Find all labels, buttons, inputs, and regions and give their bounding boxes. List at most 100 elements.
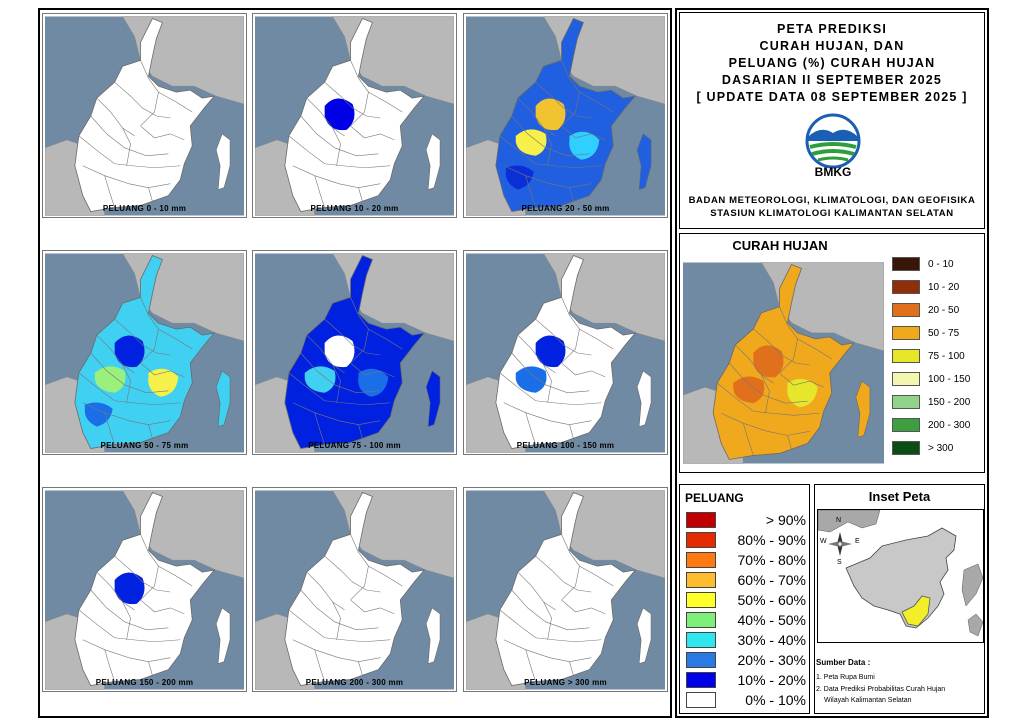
legend-entry: 80% - 90% (686, 529, 806, 551)
panel-map (45, 253, 244, 453)
probability-area (304, 366, 336, 393)
panel-caption: PELUANG 20 - 50 mm (521, 204, 610, 213)
probability-area (114, 335, 145, 368)
inset-map: N S W E (817, 509, 984, 643)
panel-map (466, 253, 665, 453)
probability-area (324, 335, 355, 368)
compass-e: E (855, 538, 860, 545)
probability-area (535, 335, 566, 368)
compass-n: N (836, 517, 842, 524)
legend-swatch (686, 552, 716, 568)
legend-label: 70% - 80% (737, 552, 806, 568)
legend-label: 20% - 30% (737, 652, 806, 668)
source-line-1: 1. Peta Rupa Bumi (816, 674, 875, 681)
inset-title: Inset Peta (868, 489, 931, 504)
curah-hujan-map-svg (682, 262, 885, 464)
legend-swatch (892, 349, 920, 363)
legend-label: 80% - 90% (737, 532, 806, 548)
legend-entry: > 90% (686, 509, 806, 531)
inset-block: Inset Peta N S W E Sumber Data : 1. Peta… (814, 484, 985, 714)
legend-label: 10 - 20 (928, 281, 960, 293)
legend-entry: 75 - 100 (892, 346, 965, 366)
legend-entry: 20 - 50 (892, 300, 959, 320)
source-line-2: 2. Data Prediksi Probabilitas Curah Huja… (816, 686, 946, 693)
source-line-3: Wilayah Kalimantan Selatan (824, 697, 912, 704)
peluang-title: PELUANG (685, 491, 744, 505)
legend-label: 0 - 10 (928, 258, 954, 270)
map-panels-frame (38, 8, 672, 718)
probability-area (324, 98, 355, 131)
map-panel: PELUANG 20 - 50 mm (463, 13, 668, 218)
curah-hujan-legend: 0 - 10 10 - 20 20 - 50 50 - 75 75 - 100 100 -… (892, 254, 982, 464)
panel-map (255, 253, 454, 453)
legend-swatch (892, 372, 920, 386)
probability-area (515, 366, 547, 393)
legend-label: 100 - 150 (928, 373, 971, 385)
probability-area (569, 131, 600, 160)
legend-label: 60% - 70% (737, 572, 806, 588)
title-line-2: CURAH HUJAN, DAN (759, 39, 905, 53)
compass-w: W (820, 538, 827, 545)
probability-area (535, 98, 566, 131)
legend-swatch (892, 257, 920, 271)
title-line-4: DASARIAN II SEPTEMBER 2025 (721, 73, 943, 87)
legend-entry: 200 - 300 (892, 415, 970, 435)
panel-caption: PELUANG 50 - 75 mm (100, 441, 189, 450)
legend-swatch (892, 280, 920, 294)
legend-label: 40% - 50% (737, 612, 806, 628)
bmkg-logo-text: BMKG (814, 165, 852, 179)
panel-caption: PELUANG 150 - 200 mm (95, 678, 194, 687)
legend-label: 50% - 60% (737, 592, 806, 608)
curah-hujan-map (682, 256, 885, 475)
legend-entry: 70% - 80% (686, 549, 806, 571)
legend-swatch (892, 418, 920, 432)
panel-map (466, 16, 665, 216)
panel-caption: PELUANG > 300 mm (524, 678, 607, 687)
source-title: Sumber Data : (816, 658, 871, 667)
legend-swatch (686, 612, 716, 628)
compass-s: S (837, 559, 842, 566)
probability-area (114, 572, 145, 605)
legend-label: > 90% (765, 512, 806, 528)
curah-hujan-title: CURAH HUJAN (732, 238, 828, 253)
legend-entry: 10 - 20 (892, 277, 959, 297)
legend-swatch (686, 592, 716, 608)
probability-area (753, 345, 784, 378)
legend-entry: 30% - 40% (686, 629, 806, 651)
legend-entry: 20% - 30% (686, 649, 806, 671)
legend-swatch (892, 441, 920, 455)
legend-entry: 150 - 200 (892, 392, 970, 412)
map-panel: PELUANG 10 - 20 mm (252, 13, 457, 218)
curah-hujan-block: CURAH HUJAN 0 - 10 10 - 20 20 - 50 50 - 75 7… (679, 233, 985, 473)
legend-label: 150 - 200 (928, 396, 971, 408)
legend-label: 75 - 100 (928, 350, 965, 362)
panel-map (255, 16, 454, 216)
peluang-legend: > 90% 80% - 90% 70% - 80% 60% - 70% 50% - 60… (680, 509, 811, 713)
legend-entry: 0% - 10% (686, 689, 806, 711)
map-panel: PELUANG > 300 mm (463, 487, 668, 692)
legend-entry: 60% - 70% (686, 569, 806, 591)
probability-area (505, 165, 534, 190)
legend-label: 200 - 300 (928, 419, 971, 431)
org-line-1: BADAN METEOROLOGI, KLIMATOLOGI, DAN GEOF… (688, 195, 976, 206)
map-panel: PELUANG 100 - 150 mm (463, 250, 668, 455)
legend-swatch (686, 572, 716, 588)
panel-caption: PELUANG 10 - 20 mm (310, 204, 399, 213)
map-panel: PELUANG 150 - 200 mm (42, 487, 247, 692)
inset-highlight-region (901, 595, 931, 627)
bmkg-logo-icon (805, 113, 861, 169)
panel-map (255, 490, 454, 690)
legend-swatch (892, 395, 920, 409)
panel-map (466, 490, 665, 690)
legend-label: 50 - 75 (928, 327, 960, 339)
panel-caption: PELUANG 75 - 100 mm (308, 441, 401, 450)
legend-swatch (686, 512, 716, 528)
title-line-5: [ UPDATE DATA 08 SEPTEMBER 2025 ] (696, 90, 968, 104)
map-panel: PELUANG 200 - 300 mm (252, 487, 457, 692)
probability-area (148, 368, 179, 397)
legend-swatch (686, 532, 716, 548)
peluang-legend-block: PELUANG > 90% 80% - 90% 70% - 80% 60% - 70%… (679, 484, 810, 714)
panel-caption: PELUANG 0 - 10 mm (102, 204, 187, 213)
title-line-3: PELUANG (%) CURAH HUJAN (728, 56, 936, 70)
legend-label: 30% - 40% (737, 632, 806, 648)
